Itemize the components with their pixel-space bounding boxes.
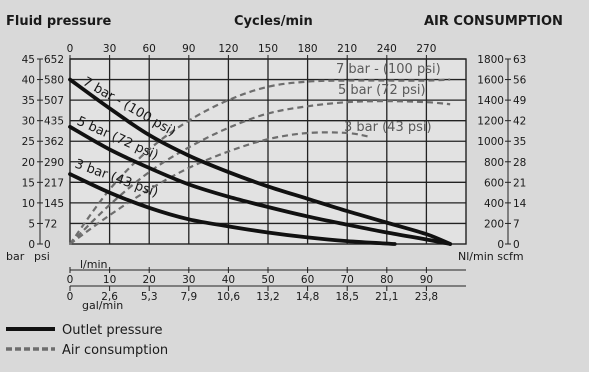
tick-label-lmin: 70 [341,274,354,286]
tick-label-gal: 14,8 [296,291,319,303]
tick-label-bar: 45 [22,54,35,66]
unit-nl-scfm: Nl/min scfm [458,250,524,263]
air-consumption-line-2 [69,131,372,245]
tick-label-lmin: 80 [380,274,393,286]
header-cycles-min: Cycles/min [234,14,313,29]
tick-label-bar: 5 [28,218,35,230]
air-label-3bar: 3 bar (43 psi) [344,120,432,135]
tick-label-nl: 1000 [477,136,504,148]
tick-label-cycles: 270 [416,43,436,55]
tick-label-lmin: 60 [301,274,314,286]
tick-label-cycles: 90 [182,43,195,55]
air-consumption-curves [69,78,451,245]
tick-label-gal: 13,2 [256,291,279,303]
tick-label-gal: 5,3 [141,291,158,303]
air-label-7bar: 7 bar - (100 psi) [336,62,441,77]
tick-label-psi: 217 [44,177,64,189]
tick-label-cycles: 60 [143,43,156,55]
tick-label-psi: 580 [44,75,64,87]
tick-label-lmin: 20 [143,274,156,286]
tick-label-scfm: 49 [513,95,526,107]
outlet-pressure-line-1 [68,124,453,246]
tick-label-scfm: 56 [513,75,527,87]
outlet-pressure-curves [68,77,453,246]
tick-label-psi: 72 [44,218,57,230]
tick-label-cycles: 240 [377,43,397,55]
tick-label-lmin: 90 [420,274,433,286]
unit-bar: bar [6,250,25,263]
tick-label-psi: 362 [44,136,64,148]
tick-label-gal: 21,1 [375,291,398,303]
tick-label-nl: 800 [484,157,504,169]
header-fluid-pressure: Fluid pressure [6,14,112,29]
tick-label-bar: 30 [22,116,35,128]
tick-label-nl: 400 [484,198,504,210]
tick-label-scfm: 42 [513,116,526,128]
tick-label-psi: 145 [44,198,64,210]
tick-label-cycles: 120 [218,43,238,55]
legend-air-label: Air consumption [62,343,168,358]
tick-label-nl: 600 [484,177,504,189]
tick-label-psi: 290 [44,157,64,169]
tick-label-nl: 200 [484,218,504,230]
tick-label-nl: 1800 [477,54,504,66]
tick-label-scfm: 0 [513,239,520,251]
tick-label-nl: 1600 [477,75,504,87]
air-consumption-line-0 [69,78,451,245]
outlet-pressure-line-2 [68,172,397,246]
tick-label-gal: 0 [67,291,74,303]
unit-l-min: l/min [80,258,108,271]
outlet-pressure-line-0 [68,77,453,246]
tick-label-lmin: 0 [67,274,74,286]
tick-label-cycles: 30 [103,43,116,55]
tick-label-cycles: 150 [258,43,278,55]
tick-label-bar: 40 [22,75,35,87]
tick-label-bar: 20 [22,157,35,169]
tick-label-bar: 0 [28,239,35,251]
tick-label-nl: 1200 [477,116,504,128]
legend: Outlet pressure Air consumption [6,323,168,358]
tick-label-psi: 652 [44,54,64,66]
tick-label-cycles: 210 [337,43,357,55]
tick-label-bar: 10 [22,198,35,210]
tick-label-lmin: 10 [103,274,116,286]
header-air-consumption: AIR CONSUMPTION [424,14,563,29]
tick-label-gal: 23,8 [415,291,438,303]
air-consumption-line-1 [69,100,451,245]
unit-psi: psi [34,250,50,263]
tick-label-scfm: 35 [513,136,526,148]
tick-label-scfm: 21 [513,177,526,189]
tick-label-psi: 0 [44,239,51,251]
tick-label-bar: 35 [22,95,35,107]
tick-label-bar: 25 [22,136,35,148]
tick-label-gal: 2,6 [101,291,118,303]
tick-label-psi: 435 [44,116,64,128]
legend-outlet-label: Outlet pressure [62,323,163,338]
tick-label-bar: 15 [22,177,35,189]
air-label-5bar: 5 bar (72 psi) [338,83,426,98]
tick-label-scfm: 63 [513,54,526,66]
tick-label-scfm: 7 [513,218,520,230]
tick-label-gal: 10,6 [217,291,241,303]
tick-label-nl: 1400 [477,95,504,107]
tick-label-psi: 507 [44,95,64,107]
tick-label-cycles: 180 [298,43,318,55]
tick-label-lmin: 30 [182,274,195,286]
tick-label-gal: 7,9 [180,291,197,303]
tick-label-scfm: 28 [513,157,526,169]
unit-gal-min: gal/min [82,299,123,312]
tick-label-scfm: 14 [513,198,527,210]
tick-label-lmin: 50 [261,274,274,286]
tick-label-nl: 0 [497,239,504,251]
tick-label-lmin: 40 [222,274,235,286]
tick-label-gal: 18,5 [336,291,359,303]
tick-label-cycles: 0 [67,43,74,55]
